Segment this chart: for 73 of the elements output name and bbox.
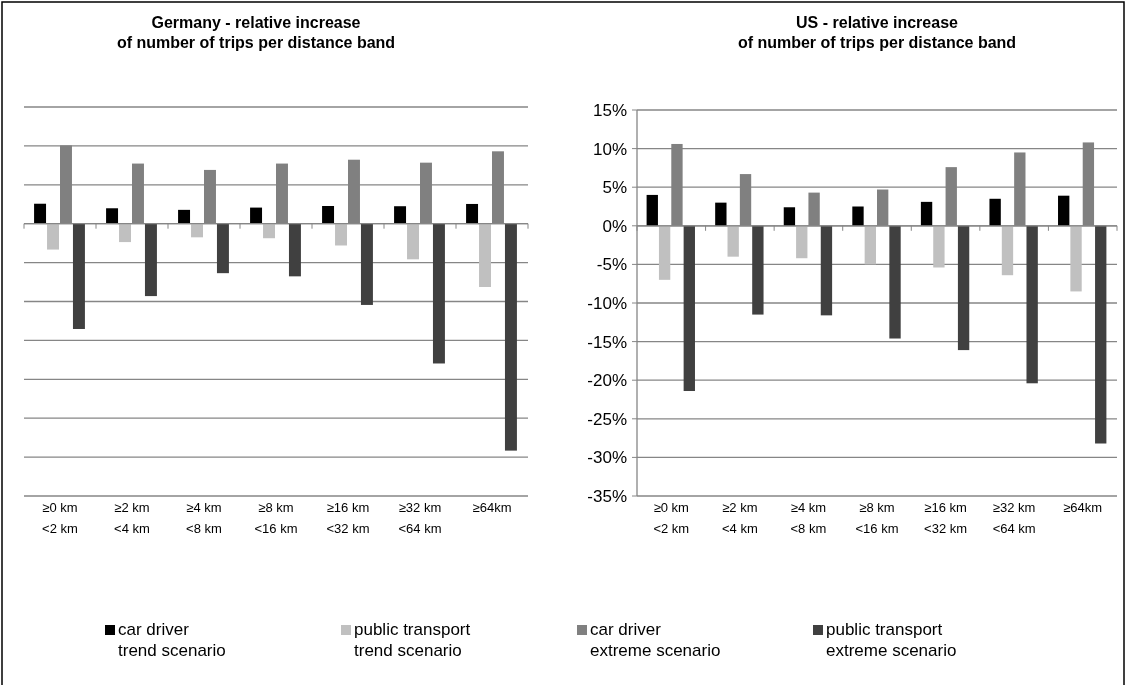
bar xyxy=(178,209,191,224)
x-tick-label: ≥8 km <16 km xyxy=(254,500,298,536)
y-tick-label: 10% xyxy=(592,139,627,159)
x-tick-label: ≥8 km <16 km xyxy=(855,500,899,536)
bar xyxy=(658,225,671,280)
legend-label: public transport trend scenario xyxy=(354,620,471,660)
bar xyxy=(47,223,59,250)
x-tick-label: ≥64km xyxy=(1063,500,1103,515)
bar xyxy=(432,223,445,364)
bar xyxy=(144,223,157,297)
bar xyxy=(1070,225,1082,292)
bar xyxy=(119,223,131,243)
bar xyxy=(288,223,301,277)
y-tick-label: -25% xyxy=(587,409,627,429)
bar xyxy=(263,223,275,239)
y-tick-label: -5% xyxy=(596,255,627,275)
legend-label: public transport extreme scenario xyxy=(826,620,957,660)
bar xyxy=(407,223,419,260)
x-tick-label: ≥32 km <64 km xyxy=(398,500,442,536)
bar xyxy=(920,201,933,226)
bar xyxy=(1095,225,1107,444)
bar xyxy=(820,225,833,316)
chart-title: US - relative increase of number of trips per distance band xyxy=(737,14,1017,51)
y-tick-label: 5% xyxy=(602,178,627,198)
x-tick-label: ≥0 km <2 km xyxy=(42,500,78,536)
y-tick-label: -30% xyxy=(587,448,627,468)
chart-title: Germany - relative increase of number of trips per distance band xyxy=(116,14,396,51)
bar xyxy=(783,207,796,226)
bar xyxy=(106,208,119,224)
x-tick-label: ≥4 km <8 km xyxy=(186,500,222,536)
bar xyxy=(989,198,1001,226)
y-tick-label: -15% xyxy=(587,332,627,352)
bar xyxy=(796,225,808,259)
bar xyxy=(752,225,764,315)
bar xyxy=(250,207,263,224)
legend-label: car driver trend scenario xyxy=(118,620,226,660)
bar xyxy=(957,225,970,351)
bar xyxy=(335,223,347,246)
bar xyxy=(394,206,407,224)
x-tick-label: ≥16 km <32 km xyxy=(924,500,968,536)
bar xyxy=(933,225,945,268)
bar xyxy=(34,203,47,224)
legend-label: car driver extreme scenario xyxy=(590,620,721,660)
bar xyxy=(889,225,901,339)
x-tick-label: ≥32 km <64 km xyxy=(992,500,1036,536)
x-tick-label: ≥64km xyxy=(472,500,512,515)
bar xyxy=(72,223,85,329)
bar xyxy=(1026,225,1038,384)
bar xyxy=(216,223,229,274)
x-tick-label: ≥4 km <8 km xyxy=(790,500,827,536)
bar xyxy=(360,223,373,305)
bar xyxy=(852,206,864,226)
y-tick-label: 15% xyxy=(592,100,627,120)
bar xyxy=(1058,195,1070,226)
x-tick-label: ≥0 km <2 km xyxy=(653,500,690,536)
bar xyxy=(1001,225,1014,276)
bar xyxy=(646,194,658,226)
y-tick-label: -10% xyxy=(587,293,627,313)
y-tick-label: 0% xyxy=(602,216,627,236)
bar xyxy=(864,225,876,265)
y-tick-label: -35% xyxy=(587,486,627,506)
bar xyxy=(479,223,491,288)
bar xyxy=(322,206,335,224)
x-tick-label: ≥16 km <32 km xyxy=(326,500,370,536)
bar xyxy=(191,223,203,238)
bar xyxy=(466,203,479,224)
bar xyxy=(683,225,695,392)
y-tick-label: -20% xyxy=(587,371,627,391)
bar xyxy=(715,202,727,226)
bar xyxy=(504,223,517,451)
bar xyxy=(727,225,739,257)
x-tick-label: ≥2 km <4 km xyxy=(114,500,150,536)
x-tick-label: ≥2 km <4 km xyxy=(721,500,758,536)
